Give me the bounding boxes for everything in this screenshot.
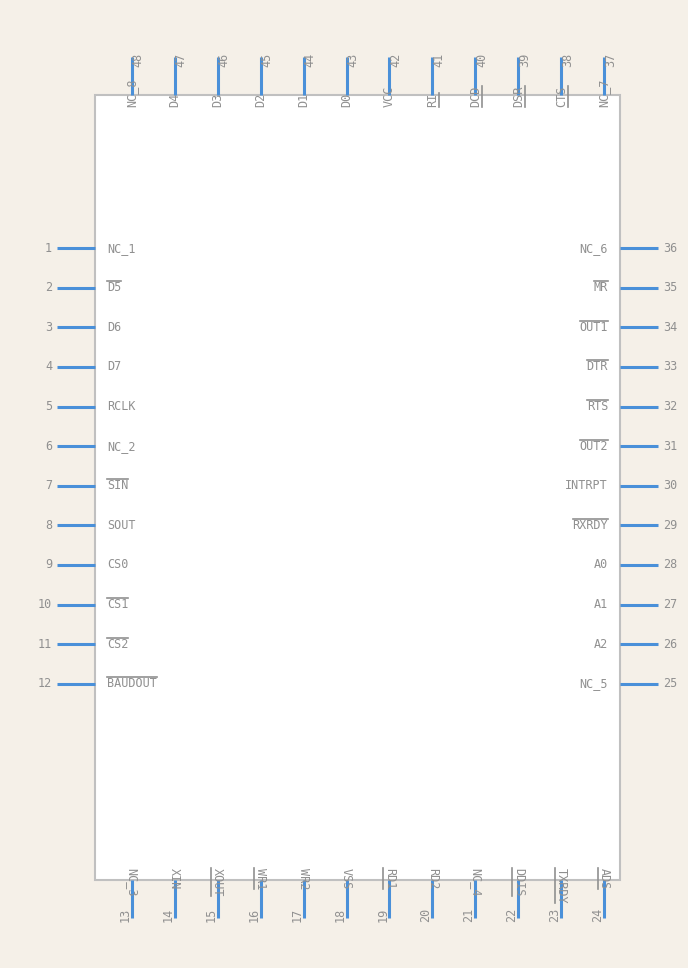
Text: 42: 42 xyxy=(389,53,402,67)
Text: 39: 39 xyxy=(518,53,531,67)
Text: MR: MR xyxy=(594,281,608,294)
Text: CTS: CTS xyxy=(555,85,568,107)
Text: 15: 15 xyxy=(204,908,217,922)
Text: 21: 21 xyxy=(462,908,475,922)
Text: SOUT: SOUT xyxy=(107,519,136,531)
Text: 13: 13 xyxy=(119,908,131,922)
Text: 5: 5 xyxy=(45,400,52,413)
Text: 14: 14 xyxy=(162,908,175,922)
Text: 40: 40 xyxy=(475,53,488,67)
Text: 12: 12 xyxy=(38,678,52,690)
Text: 23: 23 xyxy=(548,908,561,922)
Text: 7: 7 xyxy=(45,479,52,492)
Text: 31: 31 xyxy=(663,439,677,453)
Text: WR1: WR1 xyxy=(254,868,267,890)
Text: 36: 36 xyxy=(663,242,677,255)
Text: NC_6: NC_6 xyxy=(579,242,608,255)
Text: RD1: RD1 xyxy=(383,868,396,890)
Text: A1: A1 xyxy=(594,598,608,611)
Text: 8: 8 xyxy=(45,519,52,531)
Text: 43: 43 xyxy=(347,53,360,67)
Text: 35: 35 xyxy=(663,281,677,294)
Text: 6: 6 xyxy=(45,439,52,453)
Text: 3: 3 xyxy=(45,320,52,334)
Text: NC_8: NC_8 xyxy=(125,78,138,107)
Text: D0: D0 xyxy=(340,93,353,107)
Text: 1: 1 xyxy=(45,242,52,255)
Text: D5: D5 xyxy=(107,281,121,294)
Text: A2: A2 xyxy=(594,638,608,650)
Text: XIN: XIN xyxy=(168,868,181,890)
Text: CS2: CS2 xyxy=(107,638,129,650)
Text: WR2: WR2 xyxy=(297,868,310,890)
Text: RTS: RTS xyxy=(587,400,608,413)
Text: DSR: DSR xyxy=(512,85,525,107)
Text: INTRPT: INTRPT xyxy=(566,479,608,492)
Text: 22: 22 xyxy=(506,908,518,922)
Text: 30: 30 xyxy=(663,479,677,492)
Text: BAUDOUT: BAUDOUT xyxy=(107,678,157,690)
Text: 26: 26 xyxy=(663,638,677,650)
Text: 10: 10 xyxy=(38,598,52,611)
Text: 27: 27 xyxy=(663,598,677,611)
Text: VCC: VCC xyxy=(383,85,396,107)
Text: XOUT: XOUT xyxy=(211,868,224,896)
Text: RI: RI xyxy=(426,93,439,107)
Text: SIN: SIN xyxy=(107,479,129,492)
Text: 29: 29 xyxy=(663,519,677,531)
Text: 34: 34 xyxy=(663,320,677,334)
Text: D1: D1 xyxy=(297,93,310,107)
Text: OUT1: OUT1 xyxy=(579,320,608,334)
Text: 38: 38 xyxy=(561,53,574,67)
Text: DDIS: DDIS xyxy=(512,868,525,896)
Text: 4: 4 xyxy=(45,360,52,374)
Text: 41: 41 xyxy=(433,53,445,67)
Text: 44: 44 xyxy=(303,53,316,67)
Text: 19: 19 xyxy=(376,908,389,922)
Text: TXRDY: TXRDY xyxy=(555,868,568,903)
Text: NC_1: NC_1 xyxy=(107,242,136,255)
Text: 47: 47 xyxy=(175,53,188,67)
Text: 48: 48 xyxy=(131,53,144,67)
Text: 33: 33 xyxy=(663,360,677,374)
Text: OUT2: OUT2 xyxy=(579,439,608,453)
Text: 11: 11 xyxy=(38,638,52,650)
Text: D2: D2 xyxy=(254,93,267,107)
Text: 24: 24 xyxy=(591,908,604,922)
Text: ADS: ADS xyxy=(598,868,611,890)
Text: RXRDY: RXRDY xyxy=(572,519,608,531)
Text: NC_3: NC_3 xyxy=(125,868,138,896)
Text: NC_2: NC_2 xyxy=(107,439,136,453)
Text: 2: 2 xyxy=(45,281,52,294)
Text: 17: 17 xyxy=(290,908,303,922)
Text: DCD: DCD xyxy=(469,85,482,107)
Text: 18: 18 xyxy=(334,908,347,922)
Text: NC_4: NC_4 xyxy=(469,868,482,896)
Text: 28: 28 xyxy=(663,559,677,571)
Text: D3: D3 xyxy=(211,93,224,107)
Text: D7: D7 xyxy=(107,360,121,374)
Text: RD2: RD2 xyxy=(426,868,439,890)
Text: 46: 46 xyxy=(217,53,230,67)
Text: CS0: CS0 xyxy=(107,559,129,571)
Text: NC_5: NC_5 xyxy=(579,678,608,690)
Text: 37: 37 xyxy=(604,53,617,67)
Text: D6: D6 xyxy=(107,320,121,334)
Text: 25: 25 xyxy=(663,678,677,690)
Text: VSS: VSS xyxy=(340,868,353,890)
Text: 9: 9 xyxy=(45,559,52,571)
Text: CS1: CS1 xyxy=(107,598,129,611)
Bar xyxy=(95,95,620,880)
Text: 45: 45 xyxy=(261,53,274,67)
Text: 32: 32 xyxy=(663,400,677,413)
Text: D4: D4 xyxy=(168,93,181,107)
Text: RCLK: RCLK xyxy=(107,400,136,413)
Text: NC_7: NC_7 xyxy=(598,78,611,107)
Text: A0: A0 xyxy=(594,559,608,571)
Text: 16: 16 xyxy=(248,908,261,922)
Text: DTR: DTR xyxy=(587,360,608,374)
Text: 20: 20 xyxy=(420,908,433,922)
